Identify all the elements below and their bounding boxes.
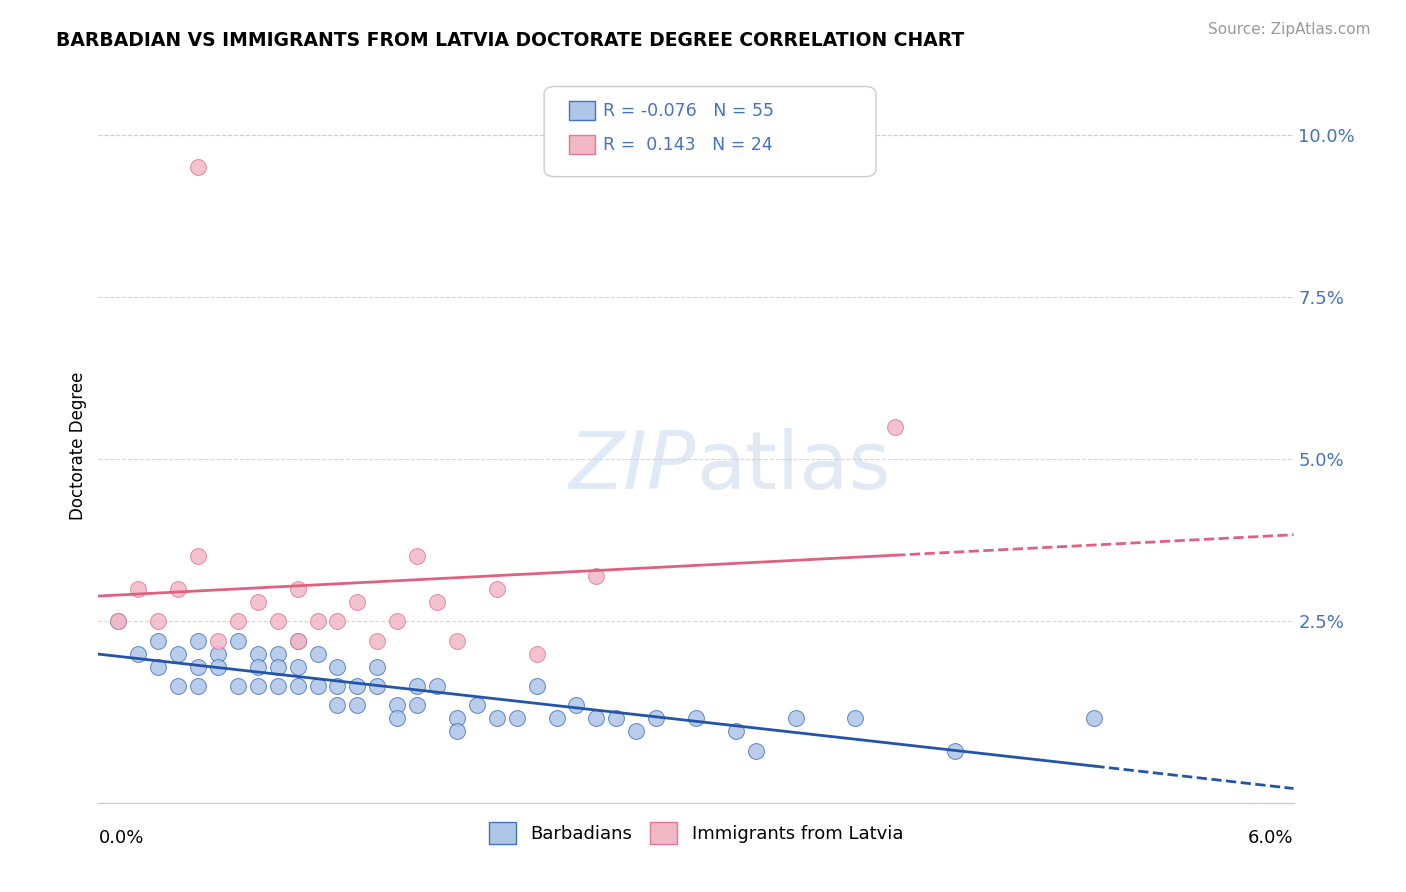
Point <box>307 647 329 661</box>
Point <box>565 698 588 713</box>
Point <box>446 724 468 739</box>
Text: 0.0%: 0.0% <box>98 829 143 847</box>
Point <box>267 679 290 693</box>
Point <box>267 614 290 628</box>
Point <box>187 659 209 673</box>
Point <box>406 698 429 713</box>
Text: R =  0.143   N = 24: R = 0.143 N = 24 <box>603 136 773 153</box>
Point <box>127 582 149 596</box>
Point <box>267 659 290 673</box>
Point <box>943 744 966 758</box>
Point <box>246 595 269 609</box>
Point <box>585 711 607 725</box>
Point <box>187 549 209 564</box>
Point <box>187 633 209 648</box>
Point <box>187 679 209 693</box>
Text: R = -0.076   N = 55: R = -0.076 N = 55 <box>603 103 775 120</box>
Point <box>426 595 449 609</box>
Point <box>485 582 508 596</box>
Point <box>148 614 170 628</box>
Point <box>307 614 329 628</box>
Point <box>506 711 529 725</box>
Y-axis label: Doctorate Degree: Doctorate Degree <box>69 372 87 520</box>
Point <box>267 647 290 661</box>
Point <box>207 647 229 661</box>
Point <box>406 549 429 564</box>
Point <box>605 711 627 725</box>
Point <box>585 568 607 582</box>
Point <box>724 724 747 739</box>
Point <box>226 614 249 628</box>
Point <box>526 679 548 693</box>
Point <box>406 679 429 693</box>
Point <box>366 659 388 673</box>
Point <box>346 595 368 609</box>
Point <box>326 698 349 713</box>
Point <box>485 711 508 725</box>
Point <box>385 614 409 628</box>
Point <box>1083 711 1105 725</box>
Point <box>526 647 548 661</box>
Legend: Barbadians, Immigrants from Latvia: Barbadians, Immigrants from Latvia <box>481 814 911 851</box>
Point <box>446 633 468 648</box>
Point <box>426 679 449 693</box>
Point <box>366 679 388 693</box>
Text: atlas: atlas <box>696 428 890 507</box>
Point <box>287 679 309 693</box>
Point <box>246 659 269 673</box>
Point <box>167 647 190 661</box>
Point <box>127 647 149 661</box>
Point <box>287 633 309 648</box>
Point <box>287 659 309 673</box>
Text: ZIP: ZIP <box>568 428 696 507</box>
Point <box>307 679 329 693</box>
Point <box>366 633 388 648</box>
Point <box>107 614 129 628</box>
Point <box>465 698 488 713</box>
Point <box>287 582 309 596</box>
Text: Source: ZipAtlas.com: Source: ZipAtlas.com <box>1208 22 1371 37</box>
Point <box>287 633 309 648</box>
Point <box>326 659 349 673</box>
Point <box>107 614 129 628</box>
Point <box>226 633 249 648</box>
Point <box>246 679 269 693</box>
Point <box>884 419 907 434</box>
Point <box>148 659 170 673</box>
Point <box>844 711 866 725</box>
Point <box>785 711 807 725</box>
Point <box>167 679 190 693</box>
Point <box>685 711 707 725</box>
Point <box>546 711 568 725</box>
Point <box>246 647 269 661</box>
Point <box>446 711 468 725</box>
Point <box>207 633 229 648</box>
Point <box>346 679 368 693</box>
Point <box>326 614 349 628</box>
Point <box>346 698 368 713</box>
Text: BARBADIAN VS IMMIGRANTS FROM LATVIA DOCTORATE DEGREE CORRELATION CHART: BARBADIAN VS IMMIGRANTS FROM LATVIA DOCT… <box>56 31 965 50</box>
Point <box>385 711 409 725</box>
Point <box>385 698 409 713</box>
Point <box>167 582 190 596</box>
Point <box>326 679 349 693</box>
Point <box>226 679 249 693</box>
Point <box>626 724 648 739</box>
Point <box>207 659 229 673</box>
Text: 6.0%: 6.0% <box>1249 829 1294 847</box>
Point <box>645 711 668 725</box>
Point <box>187 160 209 174</box>
Point <box>148 633 170 648</box>
Point <box>745 744 768 758</box>
